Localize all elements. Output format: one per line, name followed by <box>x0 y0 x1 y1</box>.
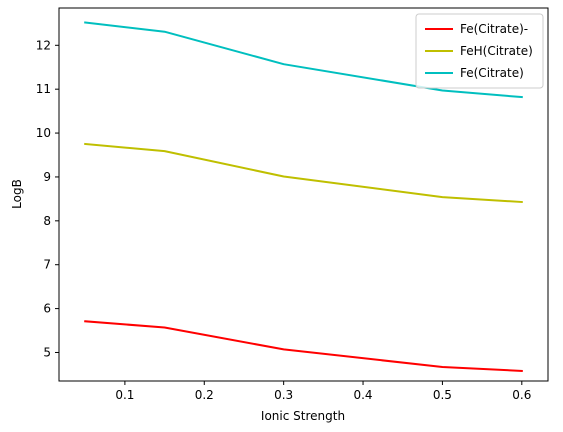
series-line-1 <box>84 142 523 204</box>
legend-label-0: Fe(Citrate)- <box>460 22 528 36</box>
x-tick-label: 0.4 <box>353 388 372 402</box>
y-tick-label: 7 <box>43 258 51 272</box>
x-tick-label: 0.1 <box>115 388 134 402</box>
y-tick-label: 10 <box>36 126 51 140</box>
x-tick-label: 0.2 <box>195 388 214 402</box>
y-tick-label: 9 <box>43 170 51 184</box>
y-axis-label: LogB <box>10 179 24 209</box>
plot-frame <box>58 7 549 382</box>
y-tick-label: 8 <box>43 214 51 228</box>
legend-box <box>415 13 544 89</box>
y-tick-label: 6 <box>43 302 51 316</box>
series-line-2 <box>84 21 523 99</box>
y-tick-label: 11 <box>36 82 51 96</box>
y-axis: 5 6 7 8 9 10 11 12 <box>36 38 59 359</box>
legend: Fe(Citrate)- FeH(Citrate) Fe(Citrate) <box>415 13 544 89</box>
x-axis: 0.1 0.2 0.3 0.4 0.5 0.6 <box>115 381 531 402</box>
y-tick-label: 12 <box>36 38 51 52</box>
x-tick-label: 0.5 <box>433 388 452 402</box>
legend-label-1: FeH(Citrate) <box>460 44 533 58</box>
legend-label-2: Fe(Citrate) <box>460 66 524 80</box>
x-tick-label: 0.6 <box>512 388 531 402</box>
series-lines <box>84 21 523 372</box>
series-line-0 <box>84 320 523 372</box>
x-tick-label: 0.3 <box>274 388 293 402</box>
x-axis-label: Ionic Strength <box>261 409 345 423</box>
y-tick-label: 5 <box>43 345 51 359</box>
